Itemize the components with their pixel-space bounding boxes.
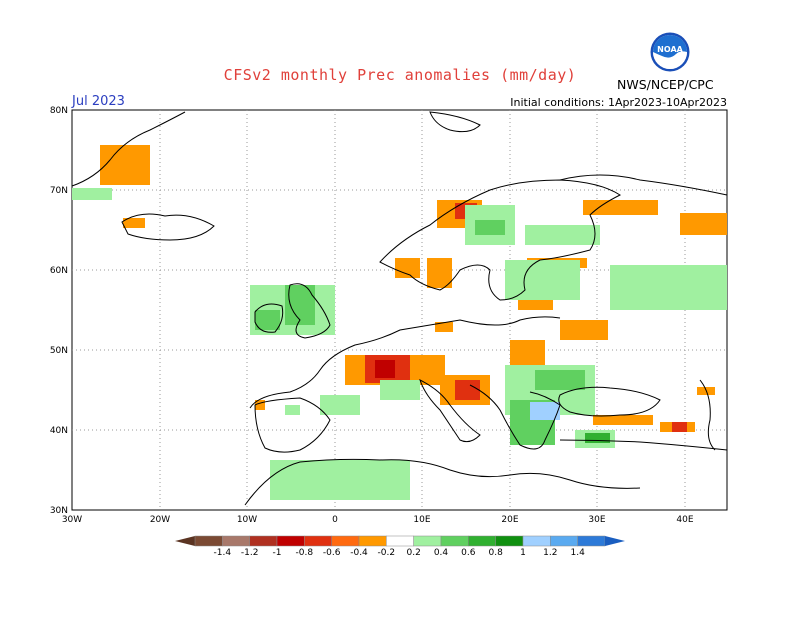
legend-label: -0.8	[295, 548, 314, 558]
legend-swatch	[222, 535, 250, 547]
lon-label: 30E	[588, 515, 605, 525]
lon-label: 20W	[150, 515, 170, 525]
color-legend	[175, 535, 625, 547]
legend-swatch	[194, 535, 223, 547]
lon-label: 20E	[501, 515, 518, 525]
legend-label: 1.4	[570, 548, 585, 558]
legend-label: -1.4	[213, 548, 232, 558]
legend-swatch	[440, 535, 469, 547]
forecast-month: Jul 2023	[72, 94, 125, 109]
legend-swatch	[276, 535, 305, 547]
lat-label: 60N	[50, 266, 68, 276]
legend-label: -1.2	[240, 548, 259, 558]
legend-arrow-right	[605, 536, 625, 546]
legend-swatch	[249, 535, 278, 547]
map-title: CFSv2 monthly Prec anomalies (mm/day)	[223, 66, 577, 84]
legend-swatch	[550, 535, 578, 547]
wet-anomaly-areas	[72, 188, 727, 500]
legend-swatch	[304, 535, 332, 547]
lon-label: 40E	[676, 515, 693, 525]
lon-label: 10E	[413, 515, 430, 525]
lon-label: 0	[332, 515, 338, 525]
initial-conditions: Initial conditions: 1Apr2023-10Apr2023	[510, 96, 727, 109]
lat-label: 40N	[50, 426, 68, 436]
legend-label: -0.4	[350, 548, 368, 558]
longitude-labels: 30W 20W 10W 0 10E 20E 30E 40E	[62, 515, 694, 525]
lat-label: 30N	[50, 506, 68, 516]
agency-label: NWS/NCEP/CPC	[617, 77, 714, 92]
legend-swatch	[468, 535, 496, 547]
lon-label: 10W	[237, 515, 257, 525]
legend-swatch	[358, 535, 387, 547]
legend-label: 0.6	[461, 548, 476, 558]
lon-label: 30W	[62, 515, 82, 525]
noaa-logo-icon: NOAA	[650, 32, 690, 72]
svg-text:NOAA: NOAA	[657, 45, 683, 54]
legend-swatch	[577, 535, 606, 547]
lat-label: 80N	[50, 106, 68, 116]
legend-swatch	[331, 535, 360, 547]
legend-arrow-left	[175, 536, 195, 546]
legend-label: 0.2	[406, 548, 421, 558]
legend-swatch	[386, 535, 414, 547]
legend-label: 0.8	[488, 548, 503, 558]
legend-swatch	[495, 535, 524, 547]
latitude-labels: 80N 70N 60N 50N 40N 30N	[50, 106, 68, 516]
legend-swatch	[413, 535, 442, 547]
lat-label: 50N	[50, 346, 68, 356]
legend-label: 1.2	[543, 548, 558, 558]
legend-label: -0.2	[377, 548, 396, 558]
legend-label: 0.4	[433, 548, 449, 558]
legend-swatch	[522, 535, 551, 547]
legend-label: -1	[272, 548, 282, 558]
coastlines	[71, 111, 728, 506]
legend-label: 1	[520, 548, 526, 558]
lat-label: 70N	[50, 186, 68, 196]
legend-label: -0.6	[322, 548, 341, 558]
